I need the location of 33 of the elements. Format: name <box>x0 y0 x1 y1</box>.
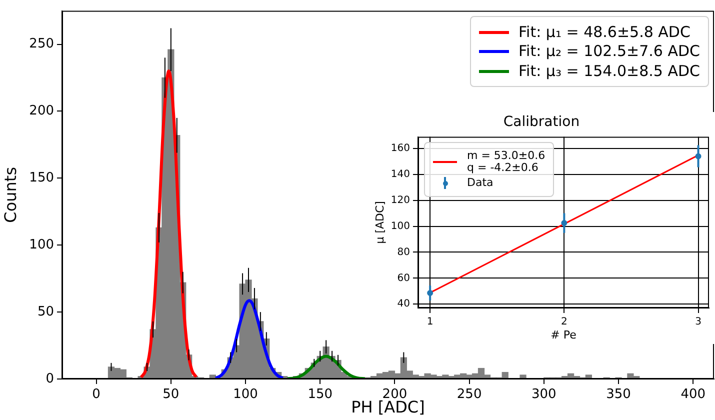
x-axis-title: PH [ADC] <box>351 398 425 417</box>
legend-label: Fit: μ₃ = 154.0±8.5 ADC <box>518 62 700 80</box>
y-tick-label: 100 <box>390 220 410 232</box>
legend-label: Fit: μ₂ = 102.5±7.6 ADC <box>518 42 700 60</box>
x-tick-label: 50 <box>162 387 180 402</box>
legend-label: Fit: μ₁ = 48.6±5.8 ADC <box>518 22 690 41</box>
y-tick-label: 60 <box>397 272 410 284</box>
x-tick-label: 2 <box>560 316 568 328</box>
x-tick-label: 300 <box>532 387 556 402</box>
legend-label: Data <box>467 176 494 190</box>
legend-label: m = 53.0±0.6 q = -4.2±0.6 <box>467 148 546 174</box>
y-tick-label: 160 <box>390 143 410 154</box>
x-tick-label: 400 <box>680 387 706 402</box>
x-tick-label: 350 <box>606 387 631 402</box>
y-axis-title: μ [ADC] <box>373 201 386 244</box>
y-tick-label: 250 <box>29 36 54 52</box>
y-tick-label: 100 <box>29 237 54 252</box>
x-tick-label: 150 <box>308 387 333 402</box>
y-tick-label: 40 <box>397 298 410 310</box>
y-tick-label: 200 <box>29 104 54 119</box>
y-tick-label: 150 <box>29 170 54 186</box>
x-tick-label: 100 <box>233 387 258 402</box>
x-tick-label: 1 <box>426 316 434 328</box>
x-tick-label: 3 <box>695 316 702 328</box>
y-tick-label: 120 <box>390 194 410 206</box>
y-tick-label: 80 <box>397 246 410 258</box>
y-axis-title: Counts <box>0 166 20 223</box>
y-tick-label: 0 <box>46 371 54 386</box>
x-axis-title: # Pe <box>550 328 577 342</box>
x-tick-label: 250 <box>456 387 482 402</box>
chart-title: Calibration <box>503 114 580 130</box>
y-tick-label: 140 <box>390 169 410 180</box>
x-tick-label: 0 <box>92 387 100 402</box>
